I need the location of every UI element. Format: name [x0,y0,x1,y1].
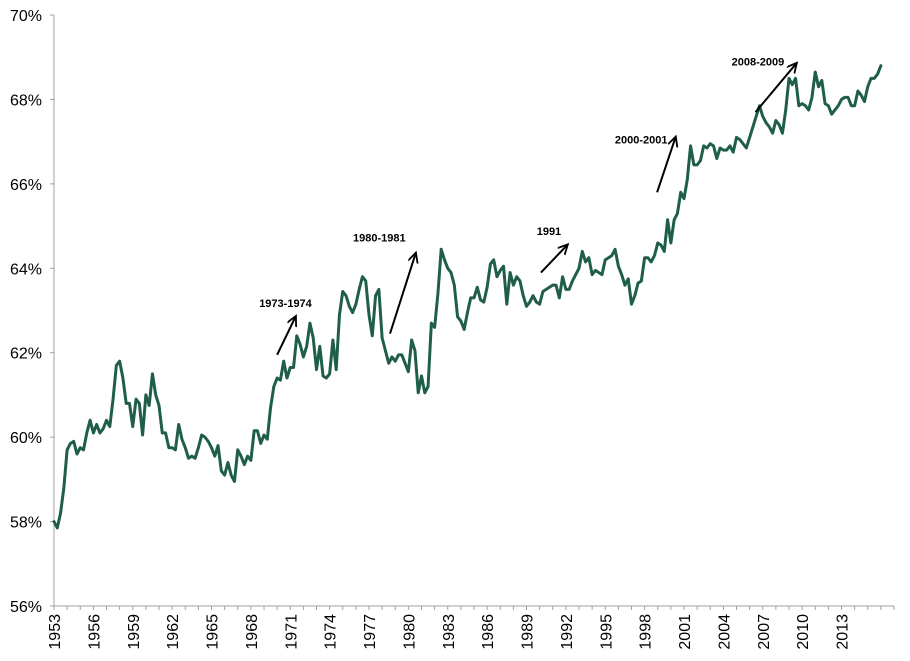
x-tick-label: 2007 [756,614,773,650]
x-tick-label: 1974 [323,614,340,650]
x-tick-label: 1998 [638,614,655,650]
annotation-arrow [540,245,567,274]
x-tick-label: 1986 [480,614,497,650]
x-tick-label: 1992 [559,614,576,650]
x-tick-label: 2004 [716,614,733,650]
annotation-arrow [389,254,416,335]
y-tick-label: 66% [10,177,42,194]
x-tick-label: 1983 [441,614,458,650]
annotation-label: 1991 [537,226,561,238]
x-tick-label: 1977 [362,614,379,650]
series-line [52,64,883,530]
y-tick-label: 62% [10,346,42,363]
chart-axes [53,15,894,607]
y-tick-label: 60% [10,430,42,447]
x-tick-label: 1971 [283,614,300,650]
x-tick-label: 2013 [835,614,852,650]
y-tick-label: 68% [10,92,42,109]
annotation-arrow [754,64,797,113]
x-tick-label: 1959 [126,614,143,650]
annotation-label: 2008-2009 [732,57,785,69]
x-tick-label: 1956 [86,614,103,650]
series-group [52,64,883,530]
y-tick-label: 64% [10,261,42,278]
y-tick-label: 58% [10,515,42,532]
x-tick-label: 2010 [795,614,812,650]
x-tick-label: 2001 [677,614,694,650]
x-tick-label: 1965 [205,614,222,650]
annotation-label: 1980-1981 [353,233,406,245]
y-axis-ticks: 56% 58% 60% 62% 64% 66% 68% 70% [10,8,54,616]
y-tick-label: 70% [10,8,42,25]
annotations-group: 1973-1974 1980-1981 1991 2000-2001 2008-2009 [259,57,797,356]
x-tick-label: 1968 [244,614,261,650]
x-tick-label: 1989 [520,614,537,650]
annotation-arrow [276,317,295,356]
annotation-label: 1973-1974 [259,298,312,310]
annotation-arrow [656,137,675,193]
x-tick-label: 1980 [401,614,418,650]
x-tick-label: 1953 [47,614,64,650]
x-tick-label: 1995 [598,614,615,650]
annotation-label: 2000-2001 [615,134,668,146]
x-tick-label: 1962 [165,614,182,650]
y-tick-label: 56% [10,599,42,616]
x-axis-ticks: 1953 1956 1959 1962 1965 1968 1971 1974 1977 1980… [47,606,895,650]
